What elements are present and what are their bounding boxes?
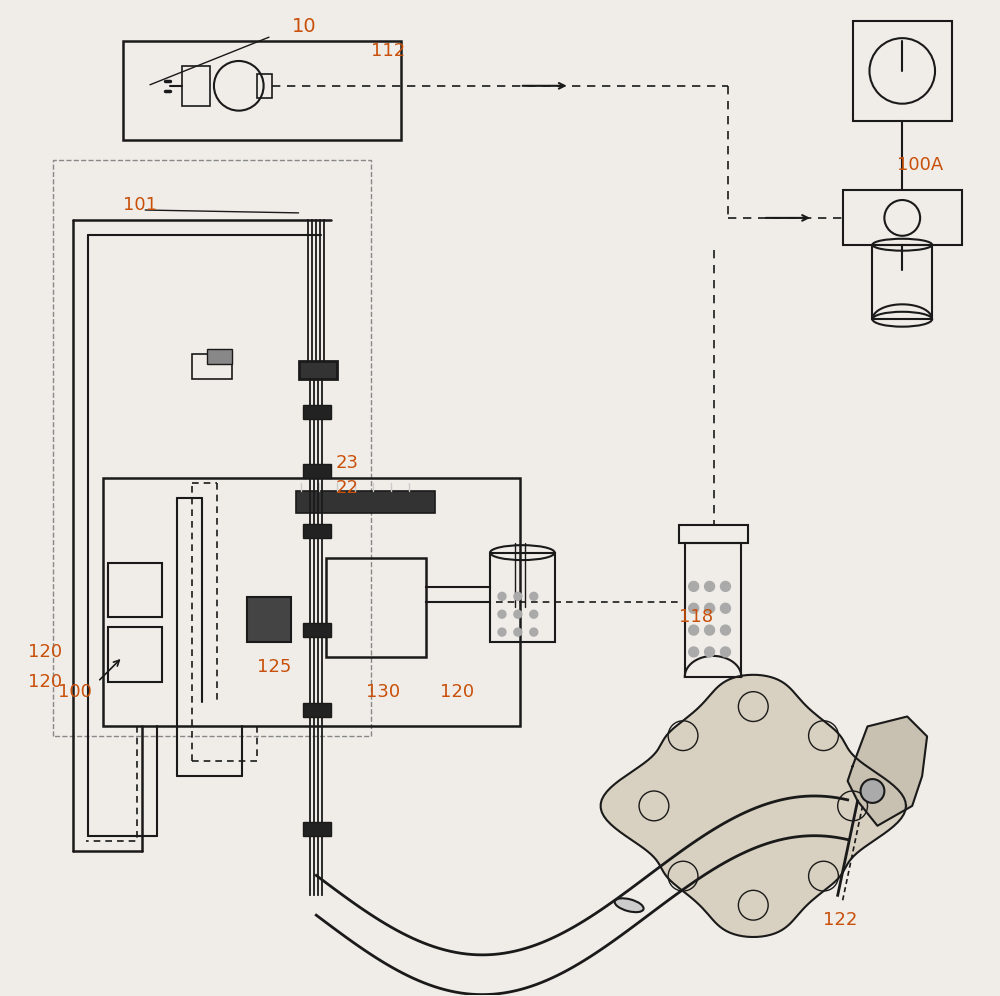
Ellipse shape (615, 898, 644, 912)
Circle shape (705, 604, 715, 614)
Circle shape (720, 582, 730, 592)
Bar (685, 543, 741, 676)
Circle shape (530, 611, 538, 619)
Text: 118: 118 (679, 609, 713, 626)
Text: 22: 22 (336, 479, 359, 497)
Bar (303, 702, 331, 716)
Bar (853, 21, 952, 121)
Circle shape (705, 625, 715, 635)
Circle shape (498, 628, 506, 636)
Circle shape (498, 611, 506, 619)
Circle shape (720, 604, 730, 614)
Circle shape (530, 593, 538, 601)
Bar (679, 525, 748, 543)
Circle shape (689, 604, 699, 614)
Bar (108, 563, 162, 618)
Circle shape (705, 582, 715, 592)
Bar (303, 404, 331, 418)
Bar (303, 822, 331, 836)
Text: 120: 120 (28, 643, 62, 661)
Text: 100A: 100A (897, 156, 944, 174)
Polygon shape (848, 716, 927, 826)
Bar (872, 245, 932, 320)
Text: 125: 125 (257, 657, 291, 676)
Text: 10: 10 (291, 17, 316, 36)
Bar (843, 190, 962, 245)
Circle shape (498, 593, 506, 601)
Circle shape (720, 625, 730, 635)
Bar (303, 623, 331, 637)
Bar (108, 627, 162, 681)
Text: 130: 130 (366, 682, 400, 700)
Text: 122: 122 (823, 911, 857, 929)
Bar (192, 354, 232, 378)
Text: 100: 100 (58, 682, 92, 700)
Circle shape (514, 628, 522, 636)
Circle shape (514, 611, 522, 619)
Bar (299, 361, 337, 378)
Text: 101: 101 (123, 196, 157, 214)
Bar (490, 553, 555, 642)
Bar (303, 524, 331, 538)
Bar (303, 464, 331, 478)
Polygon shape (601, 675, 906, 937)
Circle shape (689, 582, 699, 592)
Bar (207, 349, 232, 364)
Text: 120: 120 (440, 682, 475, 700)
Circle shape (720, 647, 730, 657)
Bar (296, 491, 435, 513)
Bar (103, 478, 520, 726)
Circle shape (514, 593, 522, 601)
Circle shape (861, 779, 884, 803)
Circle shape (705, 647, 715, 657)
Circle shape (689, 647, 699, 657)
Bar (247, 598, 291, 642)
Bar (257, 74, 272, 98)
Circle shape (530, 628, 538, 636)
Bar (123, 41, 401, 140)
Text: 23: 23 (336, 454, 359, 472)
Circle shape (689, 625, 699, 635)
Text: 112: 112 (371, 42, 405, 60)
Bar (326, 558, 426, 657)
Bar (182, 66, 210, 106)
Text: 120: 120 (28, 672, 62, 691)
